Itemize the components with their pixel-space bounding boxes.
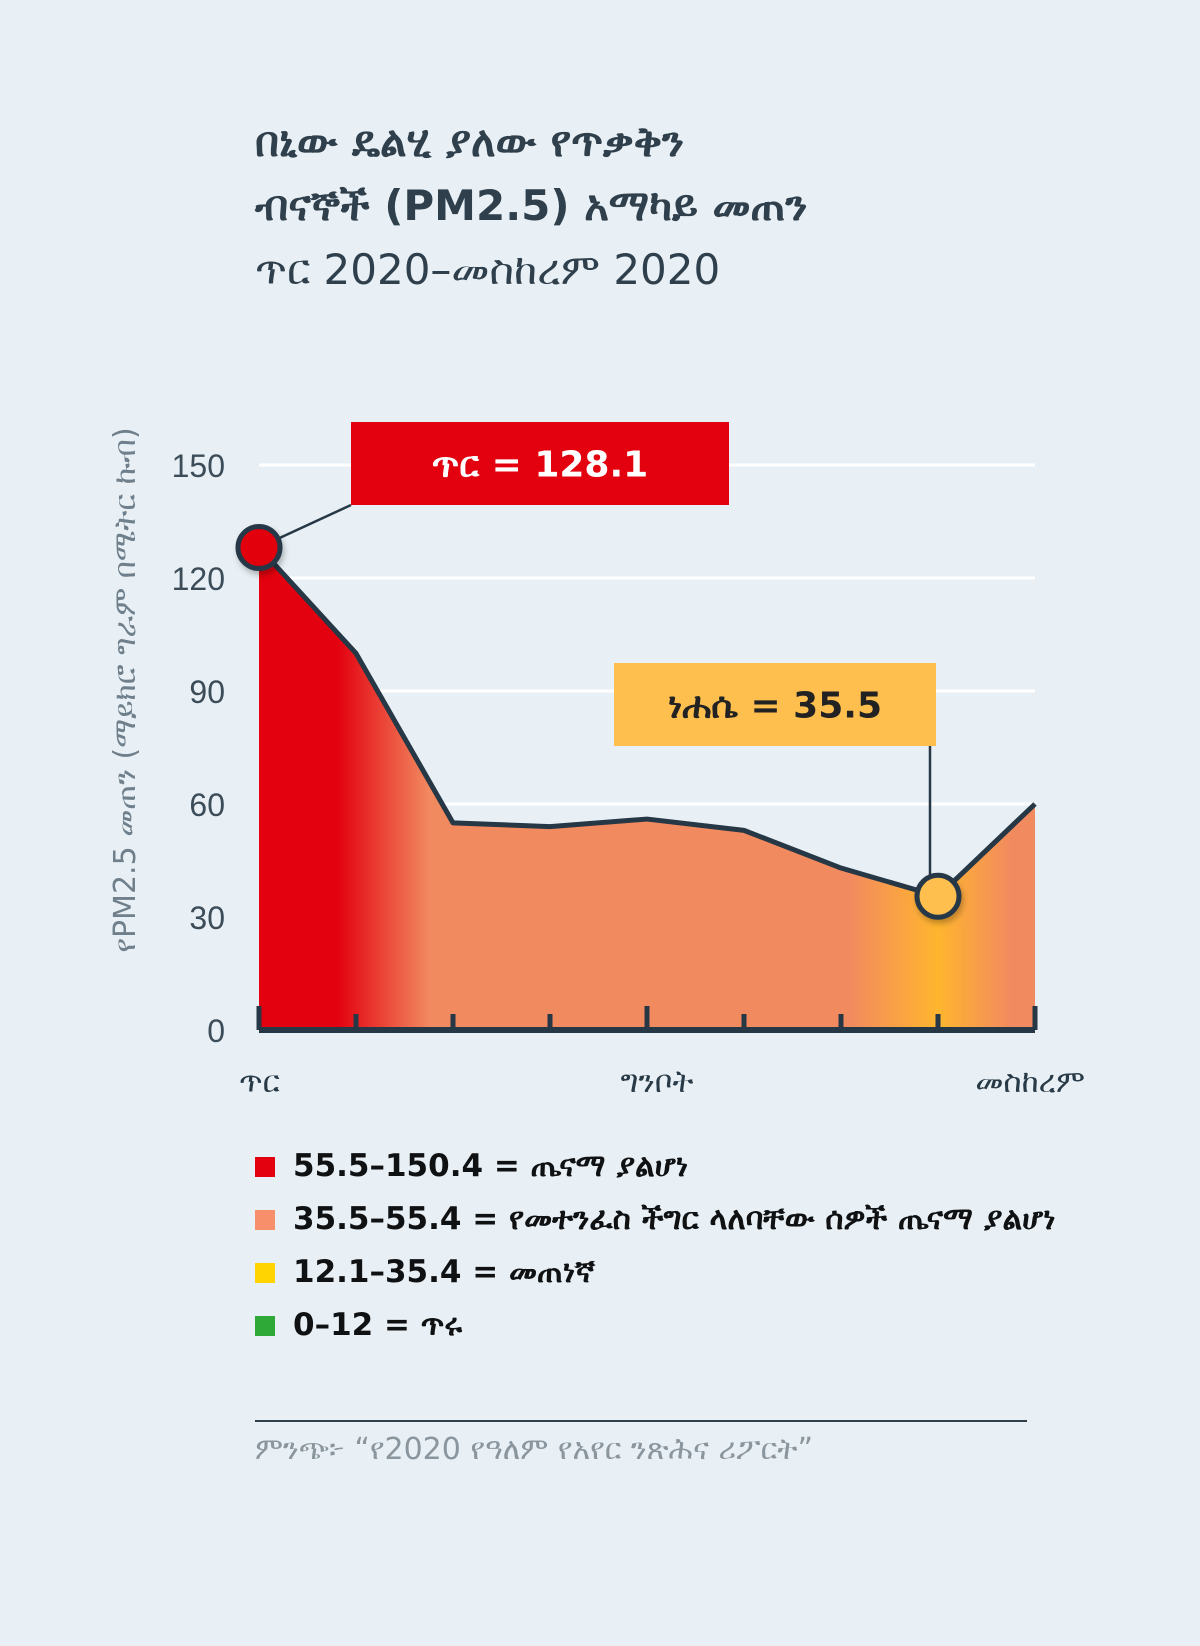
annotation-marker bbox=[235, 523, 283, 571]
x-tick-label: ጥር bbox=[239, 1064, 280, 1100]
y-tick-label: 30 bbox=[189, 900, 225, 936]
chart-title-line-2: ብናኞች (PM2.5) አማካይ መጠን bbox=[255, 181, 808, 230]
y-tick-label: 90 bbox=[189, 674, 225, 710]
annotation-0: ጥር = 128.1 bbox=[235, 422, 729, 571]
y-tick-label: 60 bbox=[189, 787, 225, 823]
y-tick-label: 150 bbox=[172, 448, 225, 484]
legend-label: 0–12 = ጥሩ bbox=[293, 1307, 463, 1343]
annotation-marker bbox=[914, 872, 962, 920]
legend-item-good: 0–12 = ጥሩ bbox=[255, 1299, 1195, 1352]
x-tick-labels: ጥር ግንቦት መስከረም bbox=[239, 1064, 1085, 1100]
legend-swatch-red bbox=[255, 1156, 275, 1177]
x-axis bbox=[256, 1006, 1038, 1033]
pm25-area-fill bbox=[259, 547, 1035, 1030]
legend-item-sensitive: 35.5–55.4 = የመተንፈስ ችግር ላለባቸው ሰዎች ጤናማ ያልሆ… bbox=[255, 1193, 1195, 1246]
legend-label: 35.5–55.4 = የመተንፈስ ችግር ላለባቸው ሰዎች ጤናማ ያልሆ… bbox=[293, 1201, 1056, 1237]
legend-swatch-orange bbox=[255, 1209, 275, 1230]
area-chart: 0 30 60 90 120 150 ጥር ግንቦት መስከረም የPM2.5 መጠን (ማይ… bbox=[108, 422, 1085, 1100]
annotation-box bbox=[614, 663, 936, 746]
y-tick-label: 0 bbox=[207, 1013, 225, 1049]
legend-item-unhealthy: 55.5–150.4 = ጤናማ ያልሆነ bbox=[255, 1140, 1195, 1193]
legend: 55.5–150.4 = ጤናማ ያልሆነ 35.5–55.4 = የመተንፈስ… bbox=[255, 1140, 1195, 1352]
annotation-label: ነሐሴ = 35.5 bbox=[668, 686, 882, 727]
annotations: ጥር = 128.1 ነሐሴ = 35.5 bbox=[235, 422, 962, 920]
legend-label: 12.1–35.4 = መጠነኛ bbox=[293, 1254, 595, 1290]
source-divider bbox=[255, 1420, 1027, 1422]
x-tick-label: ግንቦት bbox=[621, 1064, 694, 1100]
pm25-series-line bbox=[257, 545, 1037, 899]
annotation-label: ጥር = 128.1 bbox=[432, 445, 648, 486]
x-tick-label: መስከረም bbox=[975, 1064, 1085, 1100]
legend-swatch-green bbox=[255, 1315, 275, 1336]
chart-subtitle: ጥር 2020–መስከረም 2020 bbox=[255, 245, 721, 294]
source-note: ምንጭ፦ “የ2020 የዓለም የአየር ንጽሕና ሪፖርት” bbox=[255, 1432, 814, 1467]
chart-title-block: በኒው ዴልሂ ያለው የጥቃቅን ብናኞች (PM2.5) አማካይ መጠን … bbox=[255, 110, 1155, 302]
chart-title-line-1: በኒው ዴልሂ ያለው የጥቃቅን bbox=[255, 117, 684, 166]
legend-label: 55.5–150.4 = ጤናማ ያልሆነ bbox=[293, 1148, 689, 1184]
y-axis-label: የPM2.5 መጠን (ማይክሮ ግራም በሜትር ኩብ) bbox=[108, 427, 143, 952]
legend-item-moderate: 12.1–35.4 = መጠነኛ bbox=[255, 1246, 1195, 1299]
y-tick-labels: 0 30 60 90 120 150 bbox=[172, 448, 225, 1049]
annotation-1: ነሐሴ = 35.5 bbox=[614, 663, 962, 920]
annotation-box bbox=[351, 422, 729, 505]
legend-swatch-yellow bbox=[255, 1262, 275, 1283]
y-tick-label: 120 bbox=[172, 561, 225, 597]
